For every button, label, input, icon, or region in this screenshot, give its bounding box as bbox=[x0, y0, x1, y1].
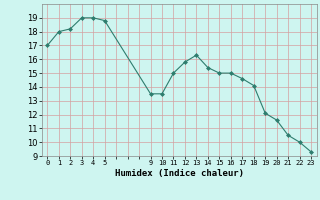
X-axis label: Humidex (Indice chaleur): Humidex (Indice chaleur) bbox=[115, 169, 244, 178]
